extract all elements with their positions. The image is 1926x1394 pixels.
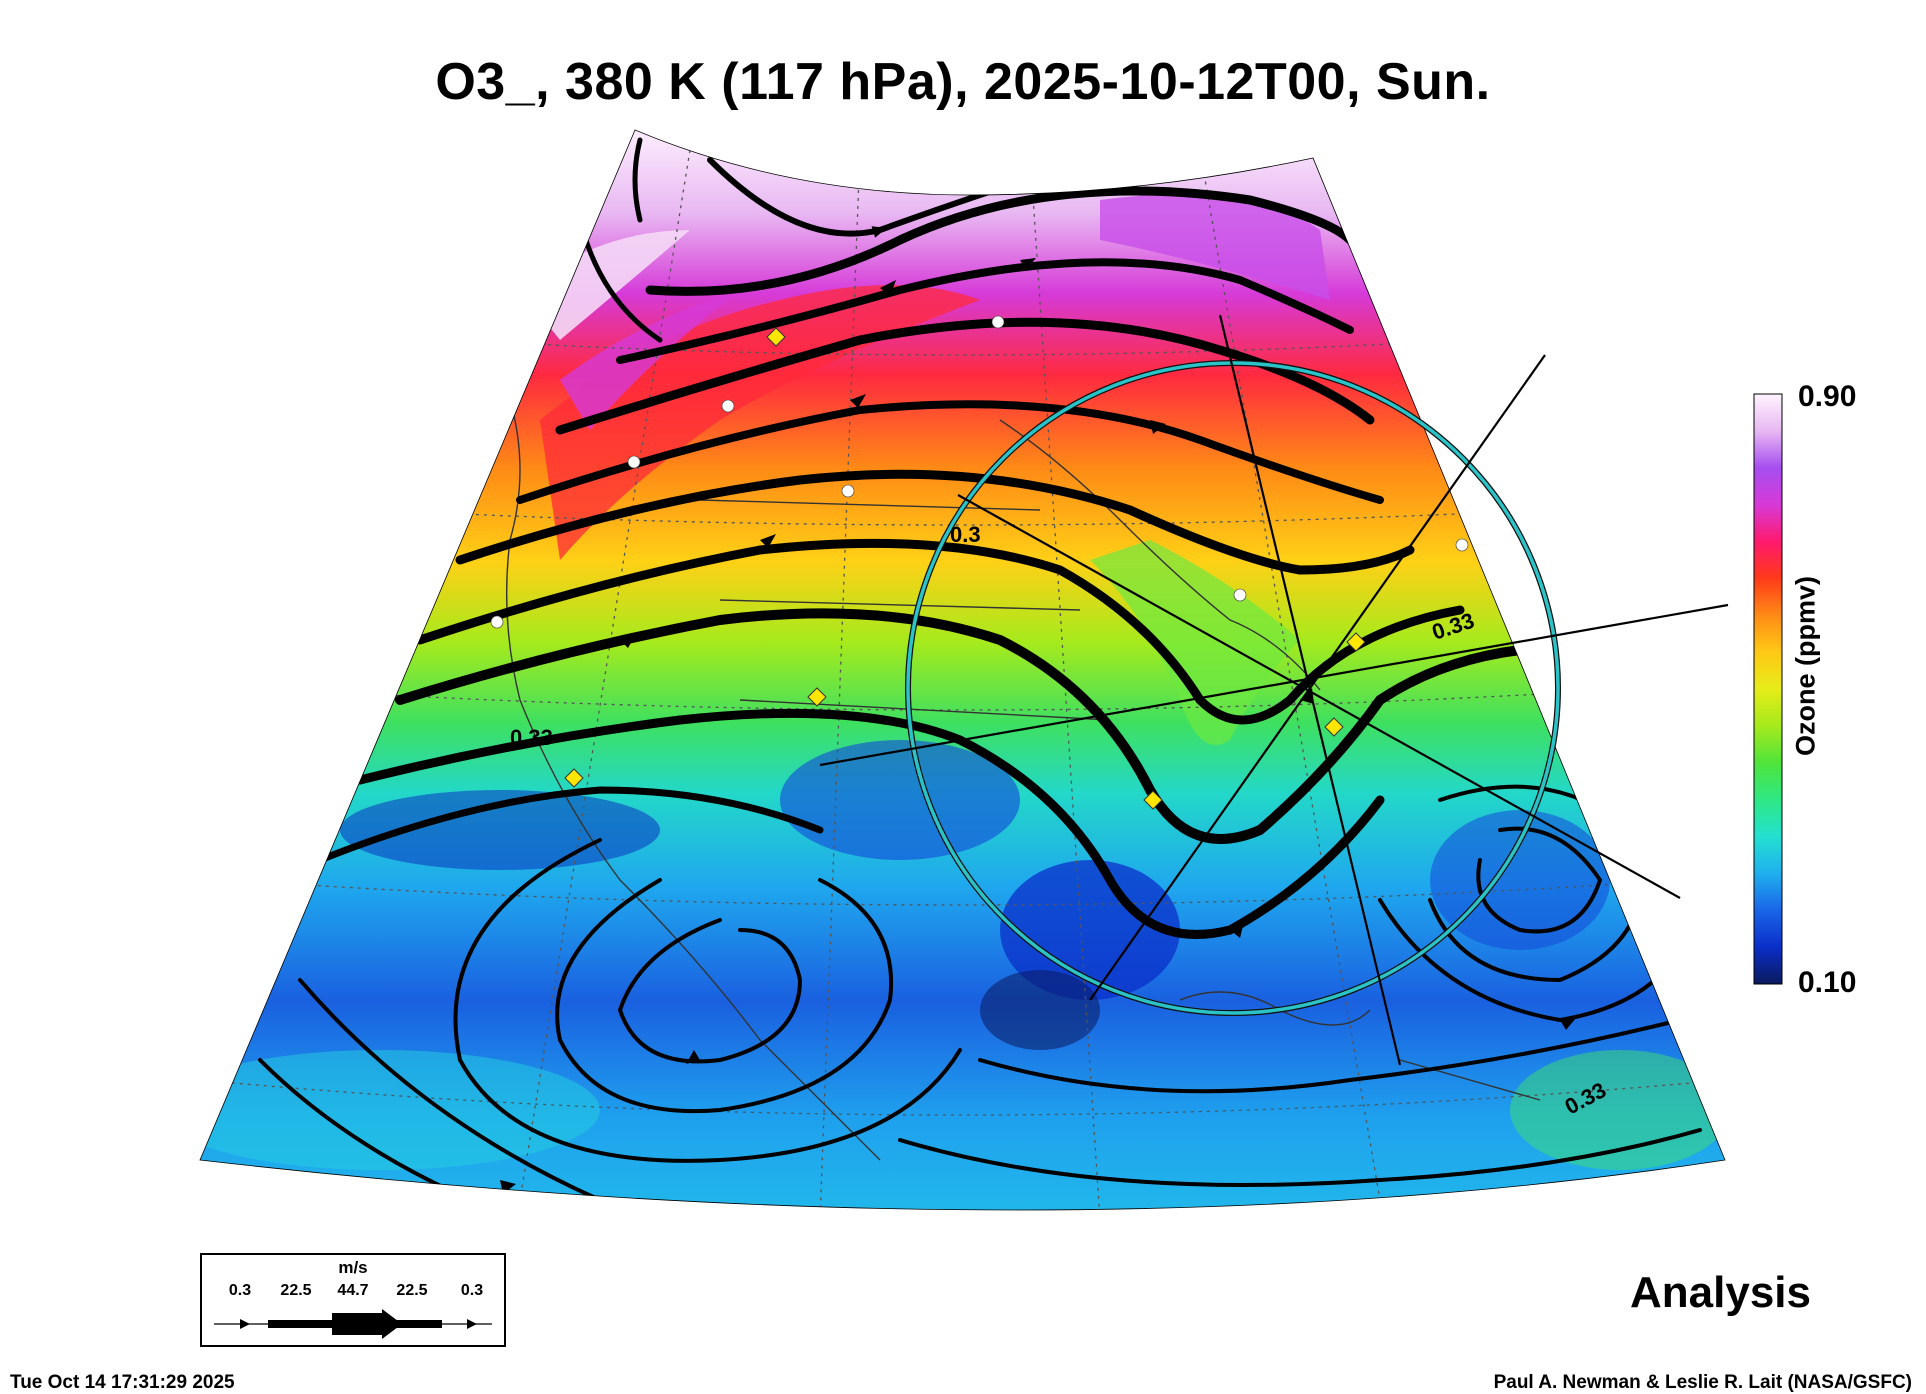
timestamp: Tue Oct 14 17:31:29 2025 [10, 1372, 235, 1393]
analysis-label: Analysis [1630, 1268, 1811, 1317]
contour-label-north: 0.3 [950, 522, 981, 547]
radial-lines [819, 314, 1729, 1066]
wind-legend: m/s 0.3 22.5 44.7 22.5 0.3 [200, 1253, 506, 1347]
colorbar-title: Ozone (ppmv) [1790, 576, 1821, 756]
station-diamonds [564, 327, 1366, 810]
footprint-circle [906, 361, 1560, 1015]
wind-legend-value: 22.5 [280, 1282, 312, 1299]
map-field: 0.33 0.33 0.33 0.3 [200, 130, 1725, 1210]
wind-legend-value: 0.3 [228, 1282, 252, 1299]
colorbar-max-label: 0.90 [1798, 380, 1857, 413]
wind-legend-value: 0.3 [460, 1282, 484, 1299]
colorbar [1753, 393, 1783, 985]
station-stars [490, 315, 1469, 629]
colorbar-scale [1753, 393, 1783, 985]
wind-legend-arrow [214, 1309, 492, 1339]
wind-legend-value: 44.7 [337, 1282, 369, 1299]
map-border [199, 129, 1726, 1211]
ozone-ne-purple [1100, 194, 1330, 300]
wind-legend-units: m/s [338, 1258, 368, 1277]
wind-legend-value: 22.5 [396, 1282, 428, 1299]
colorbar-min-label: 0.10 [1798, 966, 1857, 999]
contour-label-west: 0.33 [510, 725, 553, 750]
ozone-trough-green [1090, 540, 1300, 745]
ozone-low-gulf [1000, 860, 1180, 1000]
ozone-southeast-green [1510, 1050, 1725, 1170]
ozone-tongue-magenta [560, 290, 740, 430]
ozone-low-southwest [780, 740, 1020, 860]
ozone-min-mexico [980, 970, 1100, 1050]
map-title: O3_, 380 K (117 hPa), 2025-10-12T00, Sun… [435, 53, 1491, 111]
credit: Paul A. Newman & Leslie R. Lait (NASA/GS… [1493, 1372, 1912, 1393]
streamline-arrows [500, 258, 1576, 1194]
